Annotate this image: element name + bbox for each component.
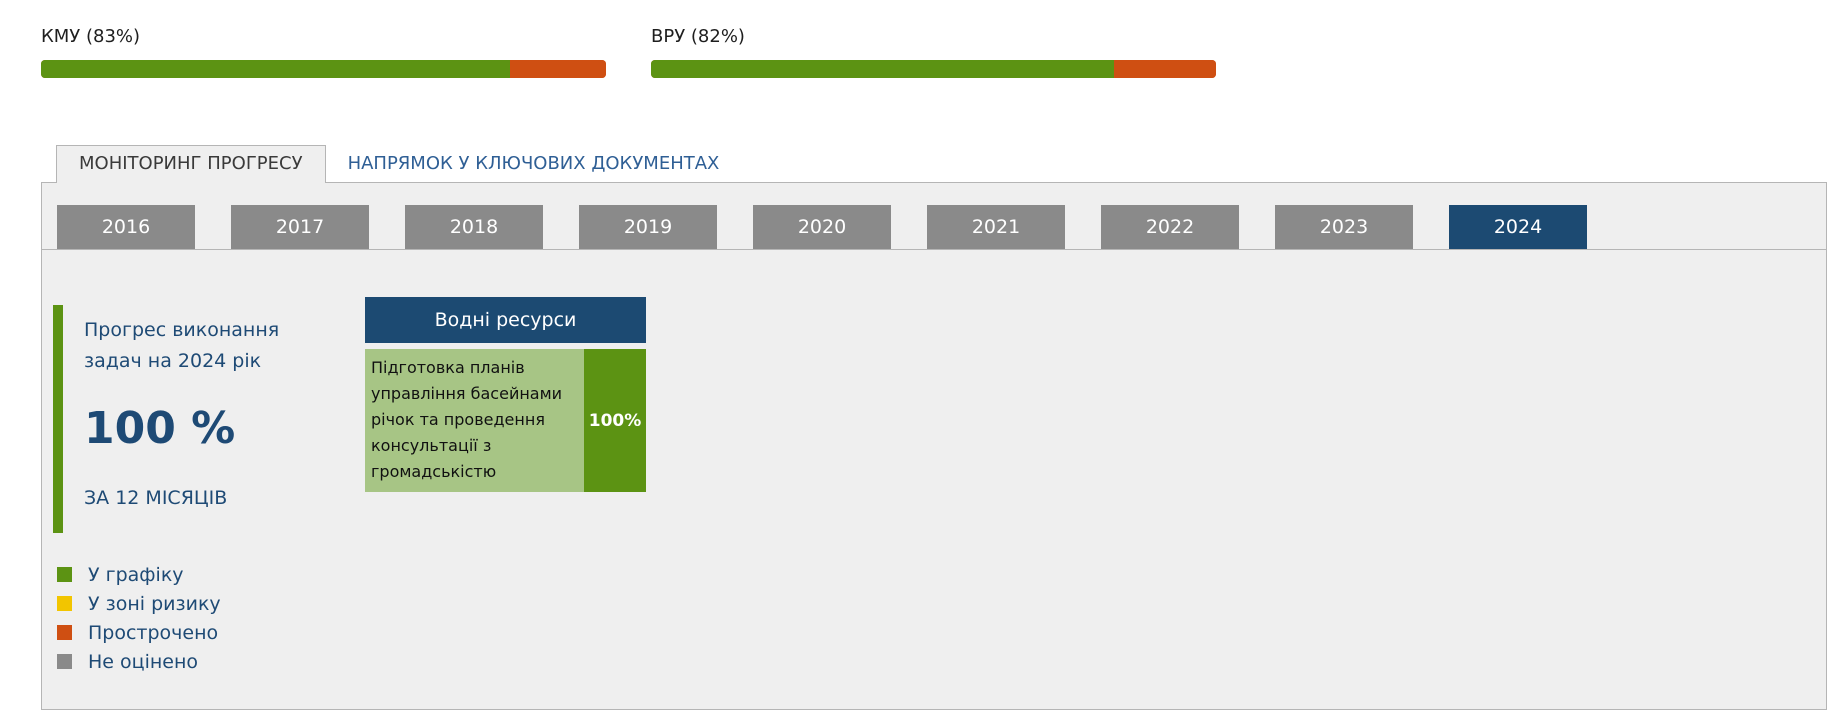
year-button-2017[interactable]: 2017 [231, 205, 369, 249]
year-button-2021[interactable]: 2021 [927, 205, 1065, 249]
kmu-progress-remainder [509, 60, 606, 78]
year-button-2022[interactable]: 2022 [1101, 205, 1239, 249]
task-row[interactable]: Підготовка планів управління басейнами р… [365, 349, 646, 492]
status-legend: У графіку У зоні ризику Прострочено Не о… [57, 560, 221, 676]
year-button-2019[interactable]: 2019 [579, 205, 717, 249]
legend-swatch-at-risk [57, 596, 72, 611]
legend-swatch-overdue [57, 625, 72, 640]
kmu-progress-label: КМУ (83%) [41, 26, 141, 47]
tab-bar: МОНІТОРИНГ ПРОГРЕСУ НАПРЯМОК У КЛЮЧОВИХ … [56, 145, 741, 183]
monitoring-panel: 2016 2017 2018 2019 2020 2021 2022 2023 … [41, 182, 1827, 710]
kmu-progress-fill [41, 60, 510, 78]
summary-period: ЗА 12 МІСЯЦІВ [84, 487, 228, 509]
legend-swatch-not-assessed [57, 654, 72, 669]
legend-item-on-track: У графіку [57, 560, 221, 589]
legend-item-at-risk: У зоні ризику [57, 589, 221, 618]
tab-progress-monitoring[interactable]: МОНІТОРИНГ ПРОГРЕСУ [56, 145, 326, 183]
year-button-2024[interactable]: 2024 [1449, 205, 1587, 249]
legend-label: Не оцінено [88, 650, 199, 673]
task-percent: 100% [584, 349, 646, 492]
legend-swatch-on-track [57, 567, 72, 582]
legend-item-overdue: Прострочено [57, 618, 221, 647]
year-button-2023[interactable]: 2023 [1275, 205, 1413, 249]
vru-progress-bar [651, 60, 1216, 78]
vru-progress-remainder [1114, 60, 1216, 78]
task-card-water-resources[interactable]: Водні ресурси Підготовка планів управлін… [365, 297, 646, 492]
year-button-2016[interactable]: 2016 [57, 205, 195, 249]
summary-value: 100 % [84, 403, 236, 454]
kmu-progress-bar [41, 60, 606, 78]
vru-progress: ВРУ (82%) [651, 26, 1216, 78]
year-divider [42, 249, 1826, 250]
legend-label: Прострочено [88, 621, 219, 644]
year-button-2020[interactable]: 2020 [753, 205, 891, 249]
tab-key-documents[interactable]: НАПРЯМОК У КЛЮЧОВИХ ДОКУМЕНТАХ [347, 153, 720, 174]
card-title: Водні ресурси [365, 297, 646, 343]
progress-summary: Прогрес виконання задач на 2024 рік 100 … [53, 305, 373, 533]
summary-title: Прогрес виконання задач на 2024 рік [84, 319, 280, 372]
vru-progress-fill [651, 60, 1115, 78]
year-button-2018[interactable]: 2018 [405, 205, 543, 249]
legend-item-not-assessed: Не оцінено [57, 647, 221, 676]
kmu-progress: КМУ (83%) [41, 26, 606, 78]
year-selector: 2016 2017 2018 2019 2020 2021 2022 2023 … [57, 205, 1587, 249]
task-description: Підготовка планів управління басейнами р… [365, 349, 584, 492]
legend-label: У зоні ризику [88, 592, 221, 615]
legend-label: У графіку [88, 563, 184, 586]
vru-progress-label: ВРУ (82%) [651, 26, 745, 47]
